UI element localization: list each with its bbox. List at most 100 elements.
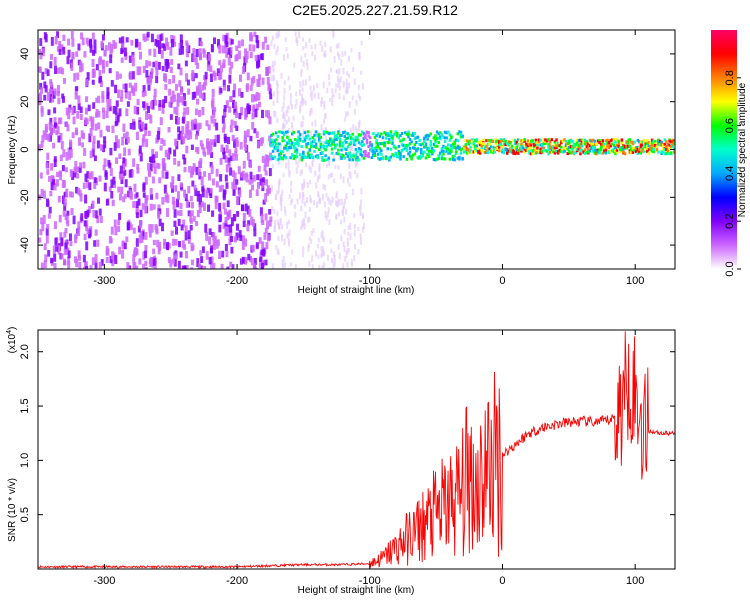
spectrogram-cell: [391, 153, 394, 157]
spectrogram-cell: [121, 43, 125, 50]
spectrogram-cell: [209, 162, 213, 168]
spectrogram-cell: [144, 232, 148, 240]
spectrogram-cell: [208, 256, 212, 265]
spectrogram-cell: [564, 139, 568, 143]
spectrogram-cell: [383, 131, 386, 135]
spectrogram-cell: [533, 148, 536, 152]
spectrogram-cell: [38, 237, 42, 243]
spectrogram-cell: [183, 166, 187, 173]
spectrogram-cell: [82, 267, 86, 269]
spectrogram-cell: [311, 50, 314, 57]
spectrogram-cell: [300, 68, 303, 74]
spectrogram-cell: [164, 95, 168, 104]
spectrogram-cell: [273, 60, 276, 66]
spectrogram-cell: [411, 146, 415, 150]
spectrogram-cell: [287, 146, 291, 150]
spectrogram-cell: [526, 144, 530, 148]
spectrogram-cell: [163, 184, 167, 194]
spectrogram-cell: [58, 49, 62, 56]
spectrogram-cell: [493, 150, 496, 154]
spectrogram-cell: [644, 145, 647, 149]
spectrogram-cell: [181, 126, 185, 135]
spectrogram-cell: [275, 146, 278, 150]
spectrogram-cell: [305, 145, 308, 149]
spectrogram-cell: [276, 190, 279, 196]
spectrogram-cell: [218, 224, 222, 233]
spectrogram-cell: [106, 102, 110, 112]
spectrogram-cell: [149, 203, 153, 211]
spectrogram-cell: [357, 141, 361, 145]
spectrogram-cell: [282, 112, 285, 118]
spectrogram-cell: [164, 84, 168, 90]
spectrogram-cell: [628, 150, 632, 154]
spectrogram-cell: [413, 152, 417, 156]
spectrogram-cell: [595, 142, 598, 146]
spectrogram-cell: [191, 92, 195, 100]
spectrogram-cell: [41, 48, 45, 57]
spectrogram-cell: [269, 216, 273, 222]
spectrogram-cell: [583, 138, 587, 142]
colorbar-label: Normalized spectral amplitude: [737, 82, 748, 217]
spectrogram-cell: [172, 200, 176, 210]
spectrogram-cell: [47, 213, 51, 219]
spectrogram-cell: [290, 132, 294, 136]
spectrogram-cell: [76, 173, 80, 179]
spectrogram-cell: [38, 144, 42, 152]
spectrogram-cell: [96, 140, 100, 149]
spectrogram-cell: [308, 206, 311, 212]
spectrogram-cell: [153, 166, 157, 174]
spectrogram-cell: [142, 65, 146, 73]
spectrogram-cell: [102, 144, 106, 153]
spectrogram-cell: [300, 156, 303, 160]
spectrogram-cell: [183, 107, 187, 114]
spectrogram-cell: [614, 140, 617, 144]
spectrogram-cell: [397, 152, 401, 156]
spectrogram-cell: [146, 163, 150, 171]
spectrogram-cell: [179, 182, 183, 188]
spectrogram-cell: [380, 149, 383, 153]
spectrogram-cell: [54, 237, 58, 246]
spectrogram-cell: [244, 203, 248, 212]
spectrogram-cell: [198, 160, 202, 168]
spectrogram-cell: [435, 144, 439, 148]
spectrogram-cell: [354, 157, 358, 161]
spectrogram-cell: [185, 43, 189, 52]
spectrogram-cell: [480, 144, 483, 148]
spectrogram-cell: [134, 193, 138, 199]
spectrogram-cell: [408, 138, 412, 142]
spectrogram-cell: [97, 95, 101, 104]
spectrogram-cell: [56, 90, 60, 97]
spectrogram-cell: [265, 179, 269, 186]
spectrogram-cell: [187, 230, 191, 240]
spectrogram-cell: [268, 167, 272, 177]
spectrogram-cell: [311, 135, 315, 139]
spectrogram-cell: [280, 204, 283, 211]
spectrogram-cell: [180, 39, 184, 49]
spectrogram-cell: [324, 41, 327, 47]
spectrogram-cell: [146, 31, 150, 38]
spectrogram-cell: [287, 237, 290, 244]
spectrogram-cell: [531, 149, 534, 153]
spectrogram-cell: [41, 222, 45, 232]
spectrogram-cell: [528, 149, 531, 153]
spectrogram-cell: [184, 133, 188, 139]
spectrogram-cell: [416, 147, 420, 151]
spectrogram-cell: [46, 69, 50, 77]
spectrogram-cell: [327, 143, 331, 147]
spectrogram-cell: [210, 165, 214, 174]
spectrogram-cell: [49, 61, 53, 69]
spectrogram-cell: [309, 167, 312, 174]
spectrogram-cell: [291, 125, 294, 132]
spectrogram-cell: [232, 90, 236, 98]
spectrogram-cell: [534, 141, 538, 145]
spectrogram-cell: [319, 197, 322, 202]
spectrogram-cell: [439, 137, 442, 141]
spectrogram-cell: [399, 134, 402, 138]
spectrogram-cell: [235, 45, 239, 52]
spectrogram-cell: [166, 208, 170, 217]
spectrogram-cell: [149, 163, 153, 172]
spectrogram-cell: [188, 165, 192, 173]
spectrogram-cell: [368, 143, 372, 147]
spectrogram-cell: [440, 147, 444, 151]
spectrogram-cell: [340, 153, 343, 157]
